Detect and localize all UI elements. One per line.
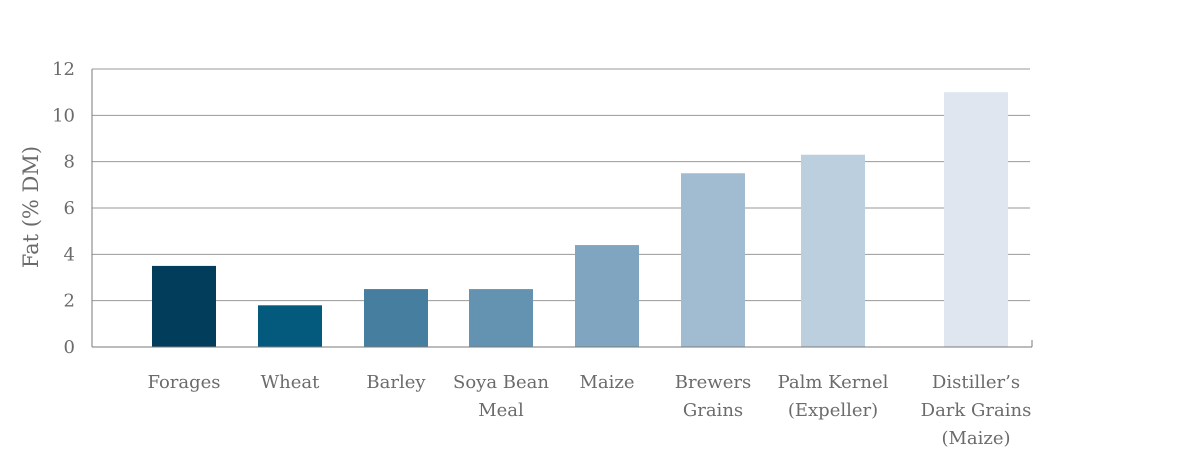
bar-0	[152, 265, 216, 347]
category-label-5: Brewers Grains	[675, 372, 751, 421]
bar-2	[364, 289, 428, 347]
category-label-2: Barley	[366, 372, 426, 393]
category-label-line: (Maize)	[941, 428, 1010, 449]
y-tick-labels: 0 2 4 6 8 10 12	[52, 59, 75, 358]
category-label-line: Dark Grains	[921, 400, 1032, 421]
y-tick-label-8: 8	[64, 152, 75, 173]
bars	[152, 92, 1008, 348]
bar-3	[469, 289, 533, 347]
category-label-line: Distiller’s	[932, 372, 1020, 393]
category-label-line: Maize	[579, 372, 634, 393]
category-label-7: Distiller’s Dark Grains (Maize)	[921, 372, 1032, 449]
bar-6	[801, 154, 865, 347]
category-label-line: Meal	[478, 400, 524, 421]
category-label-1: Wheat	[261, 372, 320, 393]
category-label-line: Barley	[366, 372, 426, 393]
category-label-line: (Expeller)	[788, 400, 878, 421]
category-label-6: Palm Kernel (Expeller)	[778, 372, 889, 421]
y-tick-label-2: 2	[64, 291, 75, 312]
category-label-line: Brewers	[675, 372, 751, 393]
y-tick-label-6: 6	[64, 198, 75, 219]
category-label-line: Soya Bean	[453, 372, 549, 393]
category-labels: Forages Wheat Barley Soya Bean Meal Maize Brew…	[147, 372, 1031, 449]
bar-7	[944, 92, 1008, 348]
y-tick-label-12: 12	[52, 59, 75, 80]
category-label-line: Wheat	[261, 372, 320, 393]
bar-1	[258, 305, 322, 347]
y-tick-label-0: 0	[64, 337, 75, 358]
category-label-line: Forages	[147, 372, 220, 393]
bar-5	[681, 173, 745, 347]
category-label-4: Maize	[579, 372, 634, 393]
category-label-0: Forages	[147, 372, 220, 393]
axes	[91, 69, 1033, 348]
gridlines	[92, 68, 1030, 302]
category-label-line: Grains	[683, 400, 743, 421]
y-tick-label-4: 4	[64, 244, 75, 265]
y-axis-title: Fat (% DM)	[19, 146, 43, 268]
bar-4	[575, 245, 639, 347]
y-tick-label-10: 10	[52, 105, 75, 126]
category-label-3: Soya Bean Meal	[453, 372, 549, 421]
category-label-line: Palm Kernel	[778, 372, 889, 393]
